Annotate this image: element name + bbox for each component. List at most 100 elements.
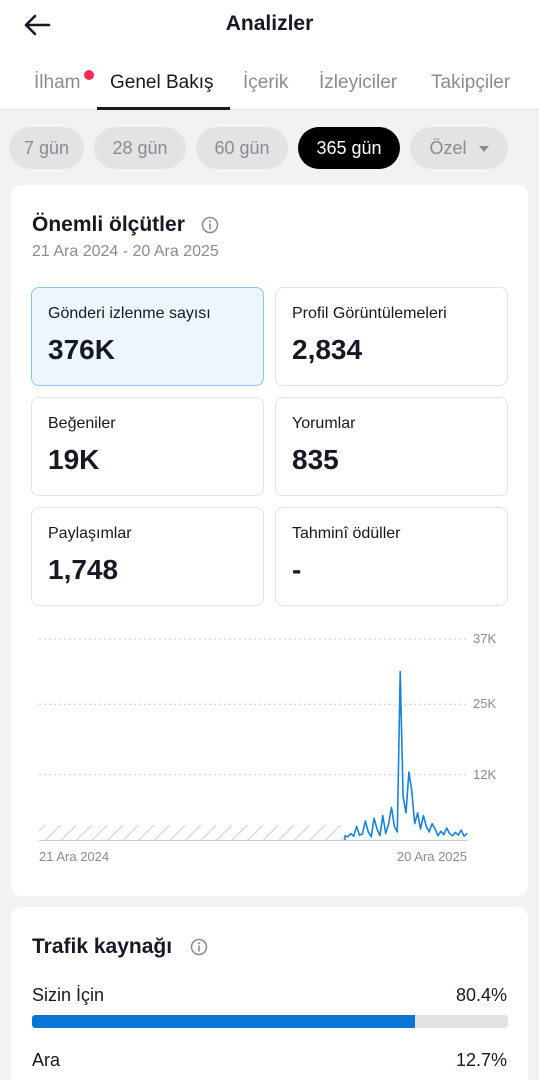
data-point (399, 671, 401, 673)
traffic-bar-for-you (32, 1015, 508, 1028)
date-range-selector: 7 gün 28 gün 60 gün 365 gün Özel (0, 127, 539, 169)
metric-value: - (292, 554, 302, 585)
data-point (463, 835, 465, 837)
data-point (431, 823, 433, 825)
info-icon[interactable] (190, 938, 208, 956)
traffic-label-for-you: Sizin İçin (32, 985, 105, 1005)
tab-ilham[interactable]: İlham (34, 72, 81, 93)
data-point (350, 832, 352, 835)
data-point (385, 832, 387, 835)
metric-label: Profil Görüntülemeleri (292, 305, 447, 322)
metric-value: 2,834 (292, 334, 363, 365)
views-line-chart: 37K 25K 12K 21 Ara 2024 20 Ara 2025 (11, 625, 528, 875)
metric-label: Paylaşımlar (48, 525, 132, 542)
y-tick-label: 25K (473, 696, 496, 711)
data-point (390, 806, 393, 808)
traffic-source-card: Trafik kaynağı Sizin İçin 80.4% Ara 12.7… (11, 907, 528, 1080)
data-point (405, 812, 407, 814)
data-point (382, 815, 384, 817)
tab-takipciler[interactable]: Takipçiler (431, 72, 511, 93)
traffic-label-search: Ara (32, 1050, 61, 1070)
data-point (376, 828, 378, 830)
chart-svg: 37K 25K 12K 21 Ara 2024 20 Ara 2025 (39, 631, 496, 864)
metric-label: Gönderi izlenme sayısı (48, 305, 211, 322)
data-point (408, 771, 410, 773)
data-point (454, 831, 456, 833)
key-metrics-card: Önemli ölçütler 21 Ara 2024 - 20 Ara 202… (11, 185, 528, 896)
data-point (449, 832, 451, 835)
data-point (417, 812, 419, 814)
chip-28-days[interactable]: 28 gün (94, 127, 186, 169)
metric-label: Yorumlar (292, 415, 356, 432)
top-bar: Analizler İlham Genel Bakış İçerik İzley… (0, 0, 539, 110)
active-tab-indicator (97, 107, 230, 110)
data-point (356, 825, 358, 827)
metric-shares[interactable]: Paylaşımlar 1,748 (31, 507, 264, 606)
data-point (367, 831, 369, 833)
metric-comments[interactable]: Yorumlar 835 (275, 397, 508, 496)
data-point (353, 835, 355, 837)
data-point (373, 817, 375, 819)
data-point (344, 835, 346, 837)
chip-7-days[interactable]: 7 gün (9, 127, 84, 169)
data-point (364, 820, 366, 822)
data-point (358, 834, 361, 836)
metric-likes[interactable]: Beğeniler 19K (31, 397, 264, 496)
metric-profile-views[interactable]: Profil Görüntülemeleri 2,834 (275, 287, 508, 386)
data-point (466, 832, 468, 835)
data-point (434, 828, 436, 830)
notification-dot (84, 70, 94, 80)
y-tick-label: 37K (473, 631, 496, 646)
arrow-left-icon (24, 14, 51, 36)
data-point (440, 830, 442, 832)
data-point (443, 834, 445, 836)
chip-custom-label: Özel (429, 137, 467, 158)
traffic-source-title: Trafik kaynağı (32, 935, 173, 958)
data-point (393, 825, 395, 827)
tab-bar: İlham Genel Bakış İçerik İzleyiciler Tak… (0, 62, 539, 110)
data-point (419, 828, 422, 830)
date-range-text: 21 Ara 2024 - 20 Ara 2025 (32, 243, 219, 260)
page-title: Analizler (225, 12, 314, 35)
chip-60-days[interactable]: 60 gün (196, 127, 288, 169)
no-data-region (39, 825, 346, 840)
metric-post-views[interactable]: Gönderi izlenme sayısı 376K (31, 287, 264, 386)
data-point (457, 834, 459, 836)
tab-izleyiciler[interactable]: İzleyiciler (319, 72, 398, 93)
metric-label: Beğeniler (48, 415, 116, 432)
data-point (402, 795, 404, 798)
caret-down-icon (478, 146, 489, 152)
data-point (425, 825, 427, 827)
data-point (411, 790, 413, 792)
data-point (446, 827, 448, 829)
data-point (437, 835, 439, 837)
data-point (370, 836, 372, 838)
data-point (428, 831, 430, 833)
metric-value: 835 (292, 444, 339, 475)
data-point (388, 823, 390, 825)
metric-value: 376K (48, 334, 115, 365)
data-point (414, 823, 416, 825)
chip-custom[interactable]: Özel (410, 127, 508, 169)
series-line (344, 670, 468, 838)
tab-genel-bakis[interactable]: Genel Bakış (110, 72, 214, 93)
x-tick-label: 21 Ara 2024 (39, 849, 109, 864)
data-point (460, 829, 462, 831)
data-point (396, 831, 398, 833)
y-tick-label: 12K (473, 767, 496, 782)
metric-value: 1,748 (48, 554, 119, 585)
tab-icerik[interactable]: İçerik (243, 72, 289, 93)
data-point (451, 835, 454, 837)
key-metrics-title: Önemli ölçütler (32, 213, 185, 236)
metric-label: Tahminî ödüller (292, 525, 401, 542)
info-icon[interactable] (201, 216, 219, 234)
data-point (361, 833, 363, 835)
metric-estimated-rewards[interactable]: Tahminî ödüller - (275, 507, 508, 606)
data-point (347, 836, 349, 838)
data-point (422, 815, 424, 817)
chip-365-days[interactable]: 365 gün (298, 127, 400, 169)
traffic-value-search: 12.7% (455, 1050, 507, 1070)
traffic-bar-fill (32, 1015, 415, 1028)
back-button[interactable] (22, 10, 52, 40)
metric-value: 19K (48, 444, 100, 475)
